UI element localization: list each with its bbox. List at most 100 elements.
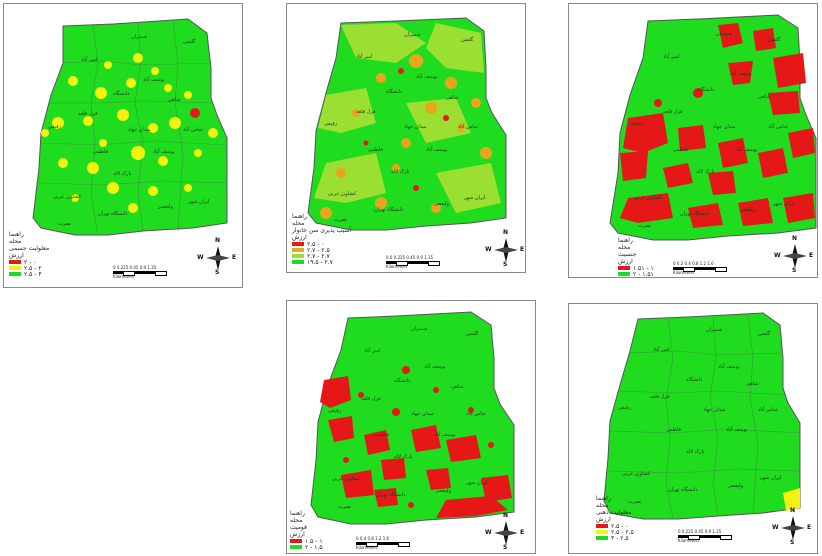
- red-patches: [320, 366, 512, 518]
- svg-text:نصرت: نصرت: [638, 223, 651, 229]
- legend-class: ۲.۵ - ۰: [292, 241, 351, 248]
- scale-ticks: 0 0.2 0.4 0.8 1.2 1.6: [673, 261, 714, 266]
- map-4-scale-bar: 0 0.4 0.8 1.2 1.6 Kilometers: [356, 536, 410, 550]
- district-boundary: [603, 312, 801, 520]
- svg-text:شمیران: شمیران: [716, 31, 732, 37]
- map-panel-household-age: شمیران گلشن امیر آباد یوسف آباد دانشگاه …: [286, 3, 526, 273]
- svg-text:کشاورز غربی: کشاورز غربی: [328, 191, 357, 197]
- svg-text:ایران شهر: ایران شهر: [465, 480, 487, 486]
- map-1-svg: شمیران گلشن امیر آباد یوسف آباد دانشگاه …: [3, 3, 243, 288]
- svg-text:فاطمی: فاطمی: [368, 147, 384, 153]
- svg-text:پارک لاله: پارک لاله: [113, 170, 132, 177]
- svg-text:فاطمی: فاطمی: [374, 432, 390, 438]
- district-boundary: [609, 14, 817, 241]
- neighborhood-boundaries: [38, 19, 228, 236]
- svg-text:نصرت: نصرت: [338, 504, 351, 510]
- svg-text:کشاورز غربی: کشاورز غربی: [332, 476, 361, 482]
- neighborhood-labels: شمیران گلشن امیر آباد یوسف آباد دانشگاه …: [328, 326, 487, 510]
- svg-text:قزل قلعه: قزل قلعه: [361, 396, 381, 402]
- neighborhood-labels: شمیران گلشن امیر آباد یوسف آباد دانشگاه …: [630, 31, 794, 229]
- svg-text:شمیران: شمیران: [706, 327, 722, 333]
- svg-text:شاهی: شاهی: [451, 384, 464, 390]
- svg-text:پارک لاله: پارک لاله: [394, 453, 413, 460]
- legend-class: ۱۹.۵ - ۲.۷: [292, 259, 351, 266]
- svg-text:یوسف آباد: یوسف آباد: [718, 363, 740, 370]
- legend-title: راهنما: [9, 231, 24, 238]
- legend-class: ۲ - ۱.۵: [290, 544, 323, 551]
- map-1-scale-bar: 0 0.225 0.45 0.9 1.35 Kilometers: [113, 265, 167, 279]
- orange-patches: [320, 54, 492, 219]
- map-3-legend: راهنما محله جنسیت ارزش ۱.۵۱ - ۱ ۲ - ۱.۵۱: [618, 237, 654, 278]
- scale-unit: Kilometers: [673, 270, 695, 275]
- svg-text:یوسف آباد: یوسف آباد: [726, 426, 748, 433]
- map-3-scale-bar: 0 0.2 0.4 0.8 1.2 1.6 Kilometers: [673, 261, 727, 275]
- legend-sub: ارزش: [618, 258, 633, 265]
- map-panel-mental-disability: شمیران گلشن امیر آباد یوسف آباد دانشگاه …: [568, 303, 818, 554]
- yellow-patches: [41, 53, 218, 213]
- legend-layer: محله: [292, 220, 305, 227]
- svg-text:عباس آباد: عباس آباد: [183, 126, 203, 133]
- svg-text:گلشن: گلشن: [768, 36, 781, 43]
- svg-text:رفیقی: رفیقی: [328, 408, 342, 414]
- svg-text:یوسف آباد: یوسف آباد: [730, 70, 752, 77]
- scale-ticks: 0.0 0.225 0.45 0.9 1.35: [386, 255, 434, 260]
- svg-text:رفیقی: رفیقی: [630, 121, 644, 127]
- svg-text:دانشگاه: دانشگاه: [394, 377, 410, 384]
- red-patches: [363, 68, 449, 191]
- legend-class: ۲.۵ - ۰: [596, 523, 634, 530]
- scale-ticks: 0 0.4 0.8 1.2 1.6: [356, 536, 390, 541]
- svg-text:میدان جهاد: میدان جهاد: [128, 127, 151, 133]
- legend-layer: محله: [9, 238, 22, 245]
- svg-text:فاطمی: فاطمی: [673, 147, 689, 153]
- svg-text:شمیران: شمیران: [404, 32, 420, 38]
- legend-variable: معلولیت جسمی: [9, 245, 50, 252]
- map-5-legend: راهنما محله معلولیت ذهنی ارزش ۲.۵ - ۰ ۲.…: [596, 495, 634, 542]
- map-2-svg: شمیران گلشن امیر آباد یوسف آباد دانشگاه …: [286, 3, 526, 273]
- svg-text:گلشن: گلشن: [183, 38, 196, 45]
- svg-text:امیر آباد: امیر آباد: [364, 347, 380, 354]
- svg-text:عباس آباد: عباس آباد: [758, 406, 778, 413]
- svg-text:گلشن: گلشن: [758, 330, 771, 337]
- map-2-scale-bar: 0.0 0.225 0.45 0.9 1.35 Kilometers: [386, 255, 440, 269]
- svg-text:امیر آباد: امیر آباد: [663, 53, 679, 60]
- yellow-patch: [783, 488, 800, 511]
- lightgreen-patches: [314, 23, 501, 213]
- svg-text:شاهی: شاهی: [446, 95, 459, 101]
- svg-text:فاطمی: فاطمی: [666, 427, 682, 433]
- svg-text:پارک لاله: پارک لاله: [391, 168, 410, 175]
- legend-variable: معلولیت ذهنی: [596, 509, 632, 516]
- svg-text:یوسف آباد: یوسف آباد: [153, 148, 175, 155]
- svg-text:نصرت: نصرت: [334, 217, 347, 223]
- legend-sub: ارزش: [596, 516, 611, 523]
- svg-text:رفیقی: رفیقی: [48, 124, 62, 130]
- map-panel-gender: شمیران گلشن امیر آباد یوسف آباد دانشگاه …: [568, 3, 818, 278]
- svg-text:دانشگاه تهران: دانشگاه تهران: [668, 486, 697, 493]
- svg-text:میدان جهاد: میدان جهاد: [404, 124, 427, 130]
- map-panel-ethnicity: شمیران گلشن امیر آباد یوسف آباد دانشگاه …: [286, 300, 536, 554]
- legend-title: راهنما: [596, 495, 611, 502]
- svg-text:امیر آباد: امیر آباد: [81, 56, 97, 63]
- svg-text:نصرت: نصرت: [628, 499, 641, 505]
- neighborhood-labels: شمیران گلشن امیر آباد یوسف آباد دانشگاه …: [618, 327, 781, 505]
- scale-unit: Kilometers: [386, 264, 408, 269]
- legend-class: ۲.۵ - ۲: [9, 265, 49, 272]
- svg-text:کشاورز غربی: کشاورز غربی: [622, 471, 651, 477]
- svg-text:شمیران: شمیران: [411, 326, 427, 332]
- svg-text:قزل قلعه: قزل قلعه: [78, 111, 98, 117]
- svg-text:دانشگاه: دانشگاه: [113, 90, 129, 97]
- svg-text:ایران شهر: ایران شهر: [463, 195, 485, 201]
- scale-unit: Kilometers: [356, 545, 378, 550]
- legend-sub: ارزش: [292, 234, 307, 241]
- svg-text:دانشگاه تهران: دانشگاه تهران: [374, 206, 403, 213]
- svg-text:ولیعصر: ولیعصر: [739, 207, 756, 213]
- svg-text:ولیعصر: ولیعصر: [157, 204, 174, 210]
- svg-text:رفیقی: رفیقی: [324, 121, 338, 127]
- legend-class: ۲ - ۱.۵۱: [618, 271, 654, 278]
- svg-text:دانشگاه: دانشگاه: [686, 376, 702, 383]
- svg-text:گلشن: گلشن: [466, 330, 479, 337]
- legend-layer: محله: [596, 502, 609, 509]
